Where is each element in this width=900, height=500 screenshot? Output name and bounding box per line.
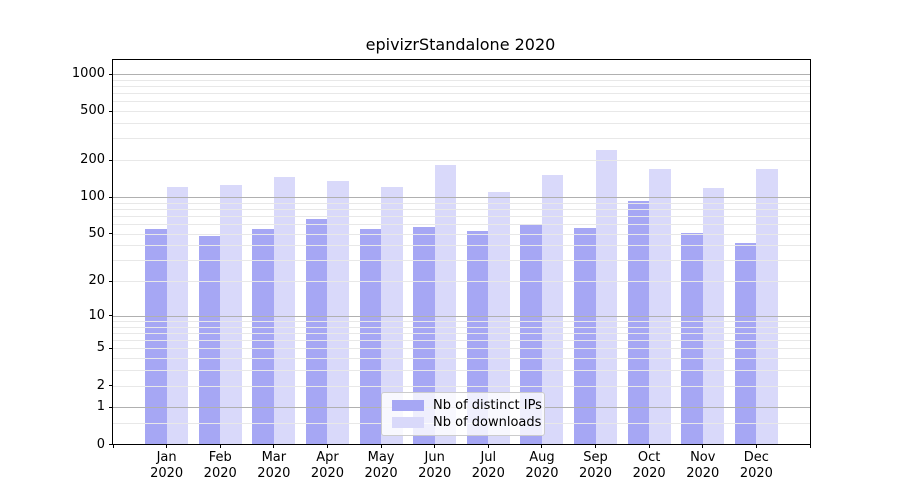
- chart-title: epivizrStandalone 2020: [365, 35, 556, 54]
- y-tick-label-20: 20: [88, 273, 105, 289]
- bar-distinct-ips-nov: [681, 232, 703, 444]
- bar-downloads-jan: [166, 187, 189, 444]
- gridline-minor-50: [113, 234, 810, 235]
- x-tick-label-jun: Jun 2020: [418, 450, 452, 481]
- gridline-minor-8: [113, 327, 810, 328]
- y-tick-label-100: 100: [80, 189, 105, 205]
- legend-label-distinct-ips: Nb of distinct IPs: [433, 397, 542, 413]
- legend-item-distinct-ips: Nb of distinct IPs: [392, 398, 542, 413]
- gridline-minor-2: [113, 386, 810, 387]
- gridline-major-1000: [113, 74, 810, 75]
- y-tick-label-200: 200: [80, 152, 105, 168]
- gridline-minor-500: [113, 111, 810, 112]
- bar-distinct-ips-oct: [627, 200, 650, 444]
- legend-swatch-distinct-ips: [392, 399, 424, 411]
- gridline-minor-30: [113, 260, 810, 261]
- x-tick-label-jul: Jul 2020: [471, 450, 505, 481]
- gridline-minor-70: [113, 216, 810, 217]
- bar-downloads-oct: [649, 168, 671, 444]
- x-tick-label-dec: Dec 2020: [739, 450, 773, 481]
- gridline-minor-5: [113, 348, 810, 349]
- gridline-minor-300: [113, 138, 810, 139]
- x-tick-label-may: May 2020: [364, 450, 398, 481]
- gridline-minor-80: [113, 209, 810, 210]
- bar-downloads-apr: [327, 180, 349, 444]
- x-tick-label-jan: Jan 2020: [150, 450, 184, 481]
- x-tick-label-mar: Mar 2020: [257, 450, 291, 481]
- bar-downloads-dec: [756, 168, 778, 444]
- bar-distinct-ips-feb: [198, 235, 221, 444]
- gridline-minor-700: [113, 93, 810, 94]
- gridline-minor-6: [113, 340, 810, 341]
- legend-label-downloads: Nb of downloads: [433, 415, 542, 431]
- gridline-minor-600: [113, 101, 810, 102]
- gridline-minor-200: [113, 160, 810, 161]
- gridline-major-10: [113, 316, 810, 317]
- bar-distinct-ips-mar: [252, 228, 274, 444]
- gridline-minor-7: [113, 333, 810, 334]
- bar-distinct-ips-jul: [466, 230, 489, 444]
- x-tick-label-oct: Oct 2020: [632, 450, 666, 481]
- gridline-minor-3: [113, 370, 810, 371]
- bar-distinct-ips-jan: [145, 228, 167, 444]
- x-tick-label-sep: Sep 2020: [578, 450, 613, 481]
- bar-downloads-aug: [541, 175, 564, 444]
- gridline-minor-20: [113, 281, 810, 282]
- x-tick-label-nov: Nov 2020: [686, 450, 720, 481]
- y-tick-label-10: 10: [88, 307, 105, 323]
- gridline-minor-900: [113, 80, 810, 81]
- y-tick-label-5: 5: [96, 340, 105, 356]
- gridline-minor-90: [113, 203, 810, 204]
- plot-area: [112, 59, 811, 445]
- y-tick-label-500: 500: [80, 103, 105, 119]
- legend-item-downloads: Nb of downloads: [392, 415, 541, 430]
- bar-downloads-mar: [273, 176, 296, 444]
- bar-downloads-feb: [220, 184, 242, 444]
- gridline-minor-60: [113, 224, 810, 225]
- legend: Nb of distinct IPs Nb of downloads: [381, 392, 545, 436]
- gridline-minor-9: [113, 321, 810, 322]
- gridline-minor-40: [113, 245, 810, 246]
- bar-downloads-may: [381, 186, 403, 444]
- gridline-minor-400: [113, 123, 810, 124]
- gridline-major-100: [113, 197, 810, 198]
- y-tick-label-1: 1: [96, 399, 105, 415]
- gridline-minor-800: [113, 86, 810, 87]
- y-tick-label-0: 0: [96, 436, 105, 452]
- legend-swatch-downloads: [392, 417, 424, 429]
- bar-distinct-ips-dec: [734, 242, 757, 444]
- x-tick-label-feb: Feb 2020: [203, 450, 237, 481]
- gridline-minor-4: [113, 358, 810, 359]
- y-tick-label-1000: 1000: [71, 66, 105, 82]
- bar-downloads-jul: [488, 191, 510, 444]
- bar-distinct-ips-apr: [306, 219, 328, 444]
- x-tick-label-apr: Apr 2020: [310, 450, 344, 481]
- y-tick-label-50: 50: [88, 225, 105, 241]
- bar-downloads-sep: [595, 150, 617, 444]
- bar-distinct-ips-may: [359, 228, 382, 444]
- x-tick-label-aug: Aug 2020: [525, 450, 559, 481]
- bar-distinct-ips-aug: [520, 224, 542, 444]
- y-tick-label-2: 2: [96, 377, 105, 393]
